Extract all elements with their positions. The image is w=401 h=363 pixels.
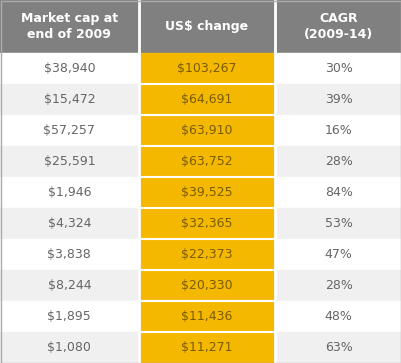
Bar [138, 0, 275, 53]
Text: $38,940: $38,940 [43, 62, 95, 75]
Text: $3,838: $3,838 [47, 248, 91, 261]
Bar [275, 115, 401, 146]
Text: $15,472: $15,472 [43, 93, 95, 106]
Text: 28%: 28% [324, 155, 352, 168]
Bar [0, 177, 138, 208]
Bar [275, 177, 401, 208]
Bar [138, 115, 275, 146]
Text: $57,257: $57,257 [43, 124, 95, 137]
Text: $32,365: $32,365 [181, 217, 232, 230]
Text: $1,080: $1,080 [47, 341, 91, 354]
Text: $8,244: $8,244 [47, 279, 91, 292]
Bar [0, 53, 138, 83]
Bar [275, 53, 401, 83]
Bar [275, 0, 401, 53]
Text: 30%: 30% [324, 62, 352, 75]
Text: $63,910: $63,910 [181, 124, 232, 137]
Text: 39%: 39% [324, 93, 352, 106]
Bar [138, 332, 275, 363]
Bar [138, 177, 275, 208]
Text: 16%: 16% [324, 124, 352, 137]
Bar [0, 332, 138, 363]
Text: 63%: 63% [324, 341, 352, 354]
Bar [275, 301, 401, 332]
Bar [138, 83, 275, 115]
Text: $11,436: $11,436 [181, 310, 232, 323]
Text: $39,525: $39,525 [181, 186, 232, 199]
Text: 84%: 84% [324, 186, 352, 199]
Bar [0, 270, 138, 301]
Bar [0, 83, 138, 115]
Text: $25,591: $25,591 [43, 155, 95, 168]
Text: 28%: 28% [324, 279, 352, 292]
Bar [138, 301, 275, 332]
Bar [275, 208, 401, 239]
Text: $64,691: $64,691 [181, 93, 232, 106]
Bar [138, 270, 275, 301]
Text: $11,271: $11,271 [181, 341, 232, 354]
Bar [275, 146, 401, 177]
Text: $1,946: $1,946 [47, 186, 91, 199]
Bar [0, 239, 138, 270]
Bar [275, 332, 401, 363]
Text: US$ change: US$ change [165, 20, 248, 33]
Text: $22,373: $22,373 [181, 248, 232, 261]
Text: CAGR
(2009-14): CAGR (2009-14) [303, 12, 373, 41]
Bar [138, 239, 275, 270]
Bar [0, 301, 138, 332]
Bar [138, 146, 275, 177]
Bar [275, 83, 401, 115]
Bar [138, 208, 275, 239]
Bar [138, 53, 275, 83]
Text: 53%: 53% [324, 217, 352, 230]
Text: Market cap at
end of 2009: Market cap at end of 2009 [21, 12, 117, 41]
Bar [275, 270, 401, 301]
Bar [275, 239, 401, 270]
Text: 47%: 47% [324, 248, 352, 261]
Text: $63,752: $63,752 [181, 155, 232, 168]
Text: $103,267: $103,267 [177, 62, 236, 75]
Text: 48%: 48% [324, 310, 352, 323]
Text: $4,324: $4,324 [47, 217, 91, 230]
Bar [0, 115, 138, 146]
Bar [0, 208, 138, 239]
Bar [0, 0, 138, 53]
Text: $1,895: $1,895 [47, 310, 91, 323]
Text: $20,330: $20,330 [181, 279, 232, 292]
Bar [0, 146, 138, 177]
